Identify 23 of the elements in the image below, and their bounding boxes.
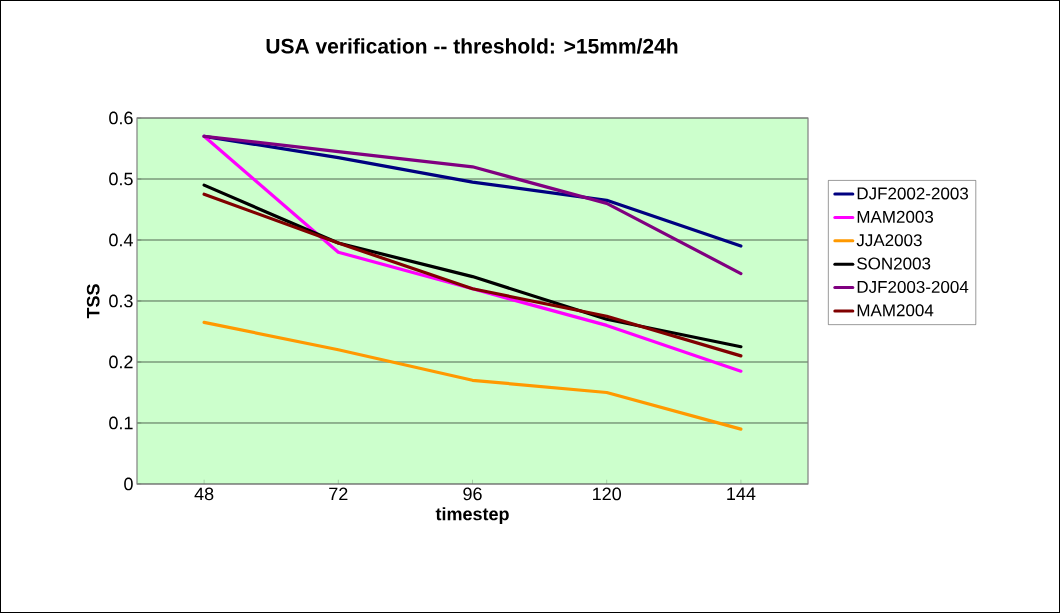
- y-tick-label: 0.3: [109, 294, 133, 308]
- x-tick-label: 48: [194, 487, 214, 501]
- y-tick-label: 0: [124, 477, 133, 491]
- line-series: [202, 134, 743, 276]
- legend-label: DJF2003-2004: [857, 280, 969, 293]
- x-axis-title: timestep: [435, 507, 509, 524]
- x-tick-label: 72: [329, 487, 348, 501]
- chart-title: USA verification -- threshold: >15mm/24h: [266, 38, 678, 54]
- x-tick-label: 144: [727, 487, 756, 500]
- legend-label: JJA2003: [856, 234, 922, 247]
- y-tick-label: 0.2: [109, 355, 133, 369]
- legend-label: DJF2002-2003: [857, 187, 969, 200]
- y-tick-label: 0.1: [109, 416, 133, 430]
- legend-label: MAM2003: [857, 210, 934, 223]
- y-tick-label: 0.6: [109, 111, 133, 125]
- x-tick-label: 96: [463, 487, 482, 501]
- legend-label: SON2003: [857, 257, 931, 270]
- line-series: [202, 320, 743, 431]
- y-tick-label: 0.5: [109, 172, 133, 186]
- x-tick-label: 120: [593, 487, 622, 501]
- y-tick-label: 0.4: [109, 233, 133, 247]
- legend-label: MAM2004: [857, 304, 934, 317]
- y-axis-title: TSS: [86, 284, 100, 319]
